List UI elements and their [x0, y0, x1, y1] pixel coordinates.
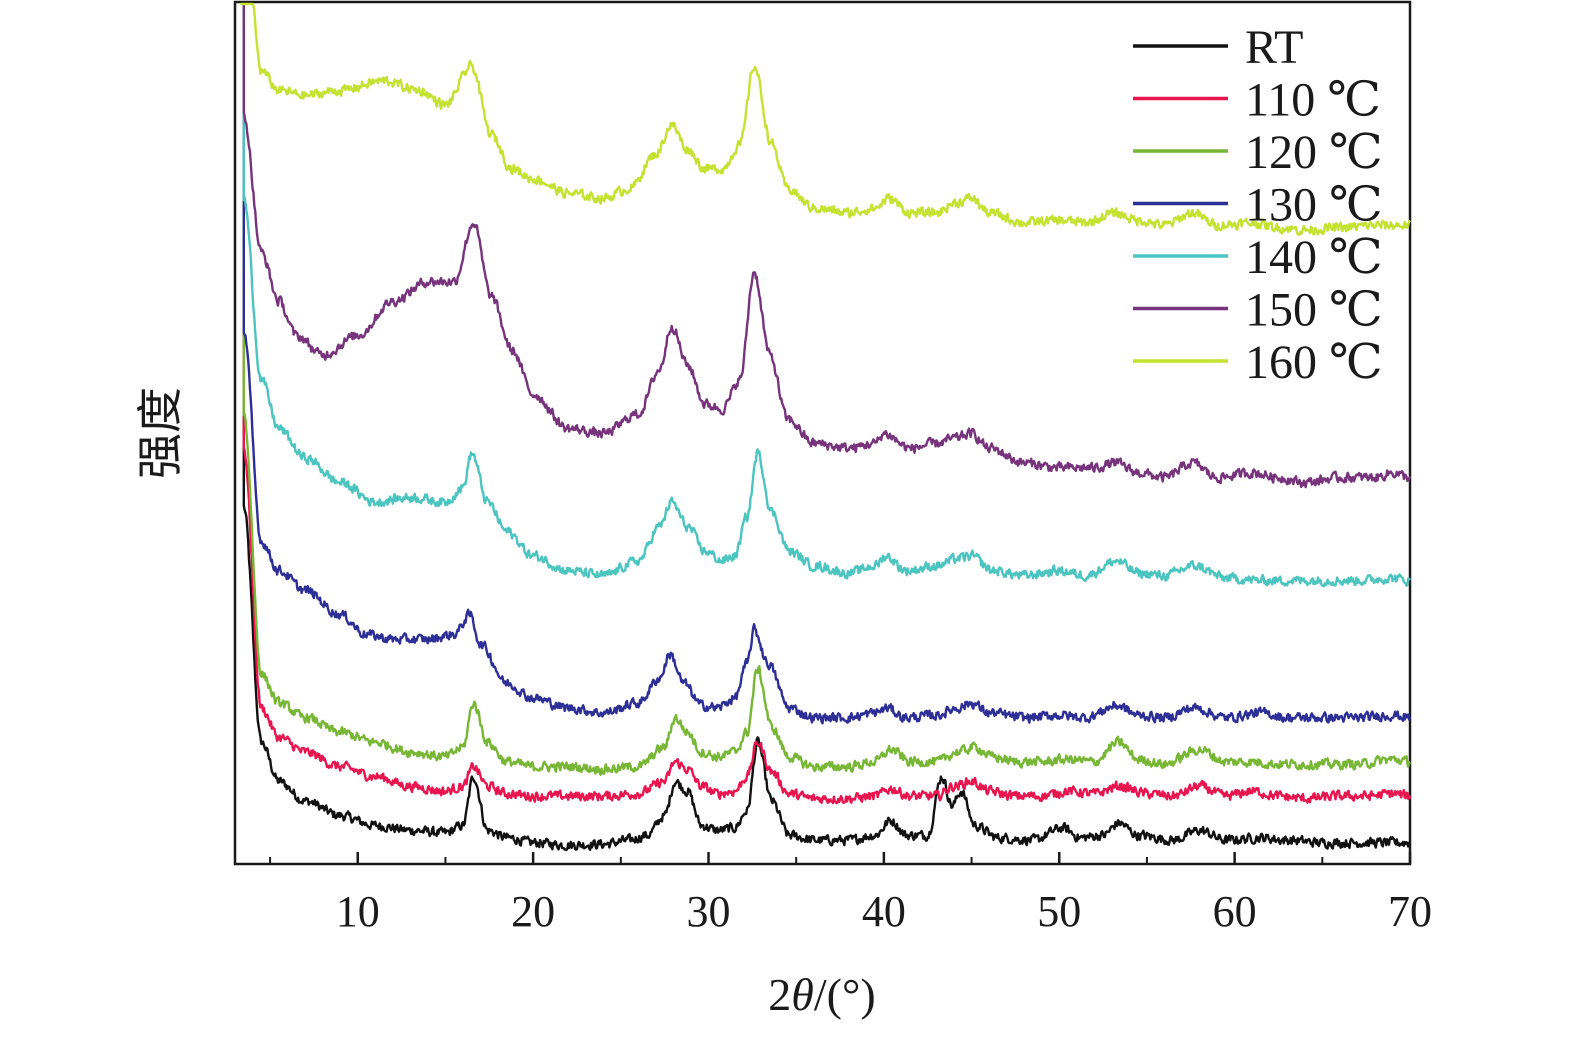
legend-label: 160 ℃ [1245, 336, 1383, 389]
series-line-6 [239, 2, 1411, 236]
x-axis-label-prefix: 2 [768, 969, 791, 1020]
x-tick-label: 50 [1037, 887, 1081, 936]
x-tick-label: 10 [336, 887, 380, 936]
series-layer [239, 2, 1412, 852]
series-line-4 [242, 4, 1411, 588]
legend-label: 130 ℃ [1245, 179, 1383, 232]
x-tick-label: 70 [1388, 887, 1432, 936]
series-line-0 [242, 4, 1411, 852]
y-axis-label: 强度 [135, 387, 186, 479]
x-tick-label: 40 [862, 887, 906, 936]
legend-label: 120 ℃ [1245, 126, 1383, 179]
series-line-5 [242, 4, 1412, 489]
legend-label: RT [1245, 21, 1303, 74]
x-axis-label-var: θ [791, 969, 814, 1020]
x-axis-label-unit: /(°) [814, 969, 876, 1020]
series-line-1 [242, 4, 1412, 805]
x-axis-label: 2θ/(°) [768, 969, 875, 1020]
legend-label: 150 ℃ [1245, 284, 1383, 337]
series-line-3 [242, 4, 1412, 725]
x-axis-ticks: 10 20 30 40 50 60 70 [269, 852, 1432, 936]
legend-label: 140 ℃ [1245, 231, 1383, 284]
series-line-2 [242, 4, 1412, 776]
legend-label: 110 ℃ [1245, 74, 1381, 127]
x-tick-label: 30 [687, 887, 731, 936]
x-tick-label: 60 [1213, 887, 1257, 936]
plot-frame [233, 0, 1412, 866]
x-tick-label: 20 [511, 887, 555, 936]
